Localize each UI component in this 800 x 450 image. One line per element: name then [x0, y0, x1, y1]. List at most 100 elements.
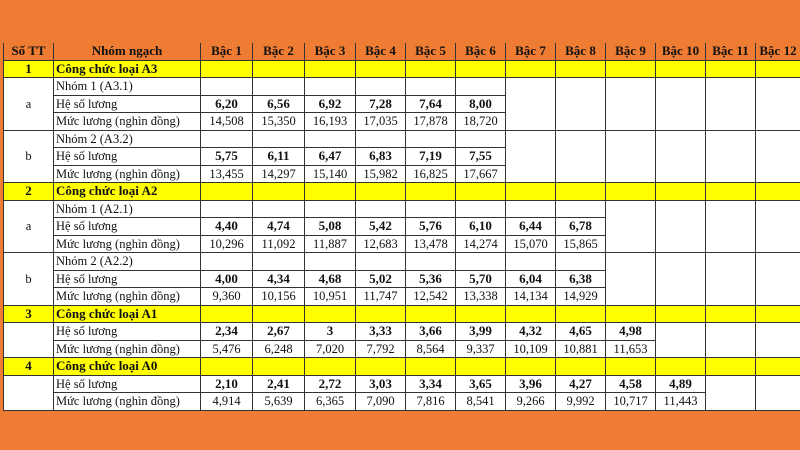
coefficient-value: 3,65	[455, 374, 506, 393]
coefficient-value: 4,00	[200, 269, 253, 288]
empty-cell	[755, 304, 800, 323]
group-number	[3, 374, 54, 411]
empty-cell	[252, 129, 305, 148]
salary-value: 7,816	[405, 392, 456, 411]
empty-cell	[455, 252, 506, 271]
salary-value: 17,878	[405, 112, 456, 131]
empty-cell	[655, 322, 706, 340]
salary-value: 11,653	[605, 339, 656, 358]
empty-cell	[655, 112, 706, 131]
empty-cell	[755, 77, 800, 95]
empty-cell	[605, 77, 656, 95]
empty-cell	[755, 340, 800, 358]
coefficient-value: 2,67	[252, 322, 305, 341]
coefficient-value: 5,70	[455, 269, 506, 288]
empty-cell	[655, 129, 706, 148]
empty-cell	[555, 112, 606, 131]
empty-cell	[200, 59, 253, 78]
empty-cell	[655, 77, 706, 95]
empty-cell	[705, 95, 756, 113]
empty-cell	[355, 304, 406, 323]
group-number	[3, 322, 54, 358]
coefficient-value: 5,02	[355, 269, 406, 288]
category-row: 4 Công chức loại A0	[3, 357, 800, 376]
empty-cell	[505, 147, 556, 165]
category-name: Công chức loại A2	[53, 182, 201, 201]
salary-value: 16,193	[304, 112, 356, 131]
salary-value: 10,717	[605, 392, 656, 411]
salary-value: 13,478	[405, 234, 456, 253]
header-row: Số TT Nhóm ngạch Bậc 1 Bậc 2 Bậc 3 Bậc 4 Bậc 5…	[3, 43, 800, 61]
empty-cell	[252, 182, 305, 201]
empty-cell	[655, 235, 706, 253]
salary-value: 10,156	[252, 287, 305, 306]
empty-cell	[605, 235, 656, 253]
coefficient-value: 6,44	[505, 217, 556, 236]
salary-value: 8,541	[455, 392, 506, 411]
coefficient-value: 4,27	[555, 374, 606, 393]
salary-row: Mức lương (nghìn đồng) 4,914 5,639 6,365 7,0…	[4, 392, 800, 411]
empty-cell	[355, 59, 406, 78]
empty-cell	[605, 287, 656, 306]
empty-cell	[304, 199, 356, 218]
empty-cell	[355, 252, 406, 271]
salary-row: Mức lương (nghìn đồng) 5,476 6,248 7,020 7,7…	[4, 339, 800, 358]
empty-cell	[555, 252, 606, 271]
coefficient-value: 3,66	[405, 322, 456, 341]
salary-value: 13,338	[455, 287, 506, 306]
empty-cell	[555, 95, 606, 113]
group-name-row: a Nhóm 1 (A2.1)	[3, 199, 800, 253]
empty-cell	[200, 129, 253, 148]
empty-cell	[705, 165, 756, 183]
empty-cell	[655, 217, 706, 235]
group-number: b	[3, 129, 54, 183]
salary-value: 9,337	[455, 339, 506, 358]
salary-value: 14,929	[555, 287, 606, 306]
coefficient-value: 7,55	[455, 147, 506, 166]
coefficient-row: Hệ số lương 2,34 2,67 3 3,33 3,66 3,99 4,32 4,65…	[3, 322, 800, 358]
salary-value: 10,951	[304, 287, 356, 306]
empty-cell	[655, 59, 706, 78]
category-name: Công chức loại A3	[53, 59, 201, 78]
salary-label: Mức lương (nghìn đồng)	[53, 287, 201, 306]
empty-cell	[252, 252, 305, 271]
group-number: b	[3, 252, 54, 306]
coefficient-value: 5,75	[200, 147, 253, 166]
coefficient-value: 6,11	[252, 147, 305, 166]
salary-value: 11,887	[304, 234, 356, 253]
column-header: Bậc 11	[705, 43, 756, 61]
salary-row: Mức lương (nghìn đồng) 14,508 15,350 16,193…	[4, 112, 800, 131]
salary-row: Mức lương (nghìn đồng) 9,360 10,156 10,951 1…	[4, 287, 800, 306]
empty-cell	[755, 322, 800, 340]
salary-value: 14,134	[505, 287, 556, 306]
empty-cell	[455, 129, 506, 148]
empty-cell	[355, 199, 406, 218]
empty-cell	[605, 112, 656, 131]
salary-value: 18,720	[455, 112, 506, 131]
coefficient-row: Hệ số lương 5,75 6,11 6,47 6,83 7,19 7,55	[4, 147, 800, 166]
empty-cell	[605, 199, 656, 218]
salary-value: 7,090	[355, 392, 406, 411]
salary-value: 15,865	[555, 234, 606, 253]
group-name-row: a Nhóm 1 (A3.1)	[3, 77, 800, 131]
empty-cell	[455, 357, 506, 376]
salary-label: Mức lương (nghìn đồng)	[53, 234, 201, 253]
empty-cell	[755, 199, 800, 218]
empty-cell	[605, 304, 656, 323]
salary-value: 15,070	[505, 234, 556, 253]
empty-cell	[455, 182, 506, 201]
empty-cell	[755, 165, 800, 183]
empty-cell	[405, 77, 456, 96]
salary-value: 12,542	[405, 287, 456, 306]
salary-label: Mức lương (nghìn đồng)	[53, 112, 201, 131]
coefficient-value: 3,96	[505, 374, 556, 393]
coefficient-value: 7,19	[405, 147, 456, 166]
salary-value: 15,140	[304, 164, 356, 183]
empty-cell	[605, 252, 656, 270]
empty-cell	[505, 112, 556, 131]
coefficient-row: Hệ số lương 4,00 4,34 4,68 5,02 5,36 5,70 6,04 6…	[4, 269, 800, 288]
coefficient-value: 6,10	[455, 217, 506, 236]
coefficient-value: 4,65	[555, 322, 606, 341]
empty-cell	[655, 270, 706, 288]
coefficient-value: 4,68	[304, 269, 356, 288]
